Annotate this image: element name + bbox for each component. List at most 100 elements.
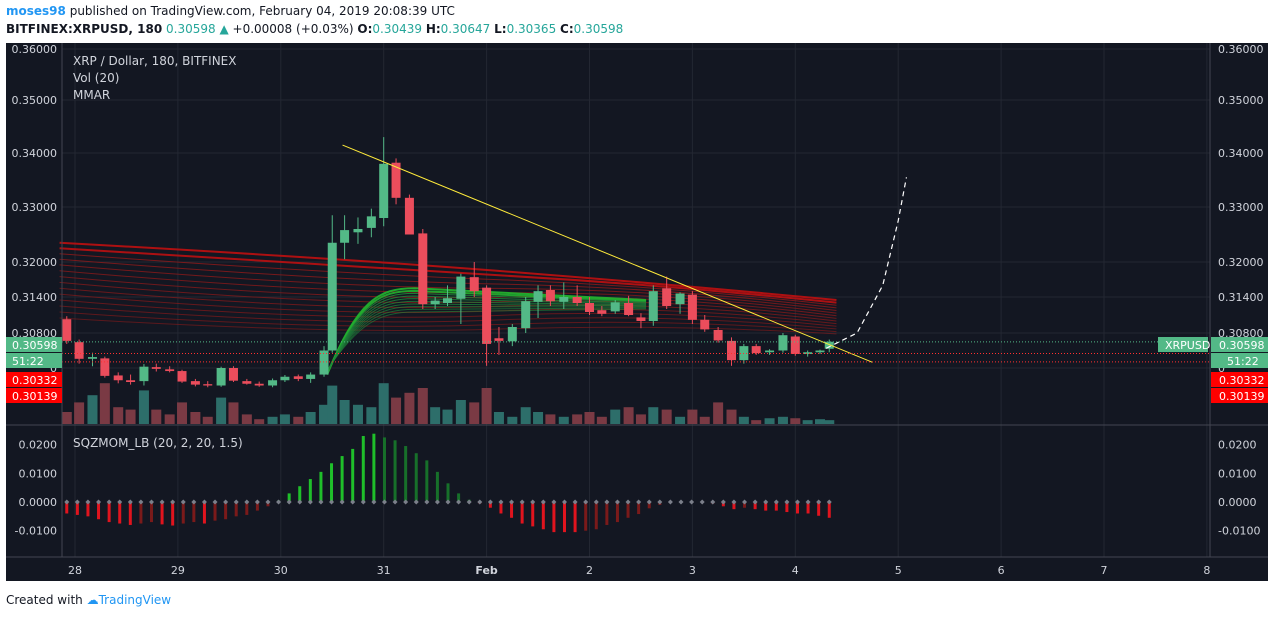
volume-bar — [493, 412, 504, 424]
squeeze-dot — [170, 499, 176, 505]
tradingview-link[interactable]: TradingView — [98, 593, 172, 607]
time-tick: 2 — [586, 564, 593, 577]
volume-bar — [713, 402, 724, 424]
volume-bar — [305, 412, 316, 424]
momentum-bar — [192, 502, 196, 523]
mmar-red-line — [59, 241, 837, 301]
momentum-bar — [615, 502, 619, 523]
squeeze-dot — [159, 499, 165, 505]
squeeze-dot — [583, 499, 589, 505]
momentum-bar — [65, 502, 69, 514]
momentum-bar — [330, 463, 334, 502]
price-tick-left: 0.35000 — [12, 94, 58, 107]
volume-bar — [190, 412, 201, 424]
momentum-bar — [425, 460, 429, 502]
volume-bar — [469, 402, 480, 424]
squeeze-dot — [445, 499, 451, 505]
high-label: H: — [425, 22, 441, 36]
volume-bar — [391, 397, 402, 424]
squeeze-dot — [350, 499, 356, 505]
candle-body — [190, 381, 200, 385]
momentum-bar — [245, 502, 249, 515]
volume-bar — [216, 397, 227, 424]
candle-body — [126, 380, 136, 382]
legend-sqzmom[interactable]: SQZMOM_LB (20, 2, 20, 1.5) — [73, 436, 243, 450]
volume-bar — [202, 416, 213, 424]
time-tick: 31 — [377, 564, 391, 577]
volume-bar — [751, 420, 762, 424]
candle-body — [319, 350, 329, 375]
time-axis[interactable]: 28 29 30 31 Feb 2 3 4 5 6 7 8 — [68, 564, 1210, 577]
trendline — [342, 144, 873, 363]
tradingview-logo-icon: ☁ — [86, 593, 99, 607]
squeeze-dot — [307, 499, 313, 505]
time-tick: 8 — [1203, 564, 1210, 577]
volume-bar — [327, 385, 338, 424]
candle-body — [624, 303, 634, 315]
squeeze-dot — [742, 499, 748, 505]
momentum-bar — [171, 502, 175, 526]
candle-body — [482, 287, 492, 344]
squeeze-dot — [551, 499, 557, 505]
squeeze-dot — [752, 499, 758, 505]
time-tick: 7 — [1101, 564, 1108, 577]
volume-bar — [99, 383, 110, 424]
osc-tick-right: 0.0000 — [1218, 496, 1257, 509]
legend-vol[interactable]: Vol (20) — [73, 71, 119, 85]
squeeze-dot — [138, 499, 144, 505]
candle-body — [469, 277, 479, 292]
candle-body — [242, 381, 252, 384]
squeeze-dot — [530, 499, 536, 505]
squeeze-dot — [286, 499, 292, 505]
price-tick-right: 0.31400 — [1218, 291, 1264, 304]
squeeze-dot — [392, 499, 398, 505]
price-tick-left: 0.30800 — [12, 327, 58, 340]
volume-bar — [764, 418, 775, 424]
volume-bar — [610, 409, 621, 424]
squeeze-oscillator — [64, 433, 832, 533]
chart-background — [6, 43, 1268, 581]
candle-body — [675, 293, 685, 305]
squeeze-dot — [593, 499, 599, 505]
volume-bar — [824, 420, 835, 424]
legend-mmar[interactable]: MMAR — [73, 88, 110, 102]
squeeze-dot — [805, 499, 811, 505]
squeeze-dot — [667, 499, 673, 505]
price-tick-left: 0.32000 — [12, 256, 58, 269]
price-axis-right[interactable]: 0.36000 0.35000 0.34000 0.33000 0.32000 0.314… — [1218, 43, 1264, 375]
projection-path — [825, 177, 908, 349]
price-tick-left: 0.33000 — [12, 201, 58, 214]
mmar-red-line — [59, 247, 837, 304]
volume-bar — [151, 409, 162, 424]
squeeze-dot — [117, 499, 123, 505]
squeeze-dot — [826, 499, 832, 505]
volume-bar — [596, 416, 607, 424]
volume-bar — [661, 409, 672, 424]
squeeze-dot — [562, 499, 568, 505]
volume-bar — [675, 416, 686, 424]
mmar-red-line — [59, 276, 837, 317]
time-tick: Feb — [475, 564, 498, 577]
momentum-bar — [149, 502, 153, 523]
time-tick: 30 — [274, 564, 288, 577]
momentum-bar — [552, 502, 556, 533]
candle-body — [254, 383, 264, 386]
publish-line: moses98 published on TradingView.com, Fe… — [6, 4, 455, 18]
momentum-bar — [202, 502, 206, 524]
price-axis-left[interactable]: 0.36000 0.35000 0.34000 0.33000 0.32000 0.314… — [12, 43, 58, 375]
momentum-bar — [806, 502, 810, 514]
squeeze-dot — [276, 499, 282, 505]
volume-bar — [417, 388, 428, 424]
momentum-bar — [107, 502, 111, 523]
squeeze-dot — [816, 499, 822, 505]
candle-body — [687, 294, 697, 320]
momentum-bar — [626, 502, 630, 518]
volume-bar — [635, 414, 646, 424]
author-link[interactable]: moses98 — [6, 4, 66, 18]
squeeze-dot — [434, 499, 440, 505]
candle-body — [713, 330, 723, 341]
candle-body — [430, 300, 440, 305]
candle-body — [521, 301, 531, 329]
volume-bar — [699, 416, 710, 424]
